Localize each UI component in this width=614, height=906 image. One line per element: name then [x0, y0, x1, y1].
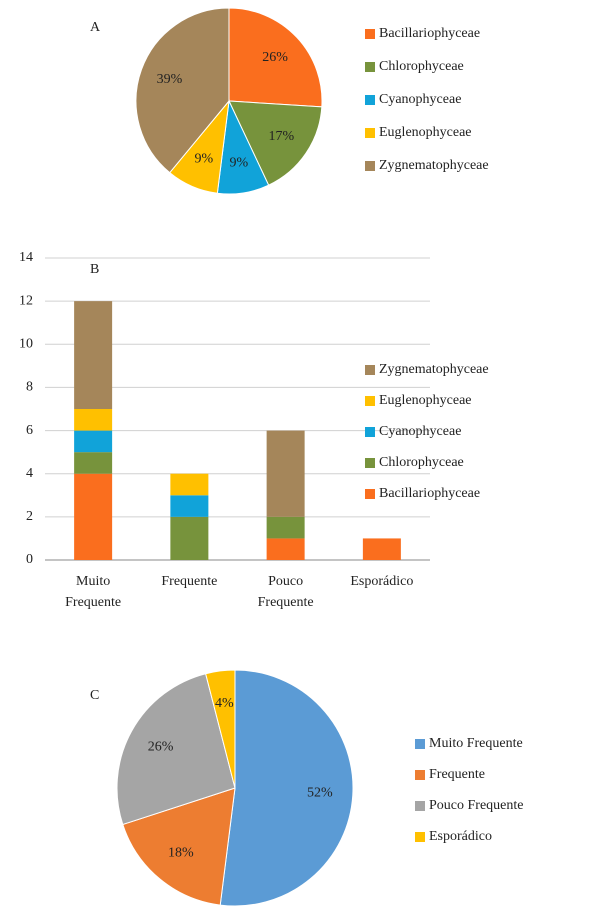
legend-label: Cyanophyceae	[379, 424, 461, 439]
bar-segment	[74, 409, 113, 431]
pie-slice	[135, 7, 230, 174]
bar-segment	[74, 452, 113, 474]
bar-segment	[266, 516, 305, 539]
legend-swatch	[365, 489, 375, 499]
y-tick-label: 2	[26, 509, 33, 524]
bar-segment	[266, 538, 305, 560]
chart-title: C	[90, 688, 99, 703]
pie-slice	[116, 673, 236, 826]
x-tick-label: Esporádico	[350, 574, 413, 589]
legend-label: Zygnematophyceae	[379, 362, 489, 377]
legend-label: Esporádico	[429, 829, 492, 844]
legend-swatch	[365, 427, 375, 437]
data-label: 4%	[215, 696, 234, 711]
legend-label: Cyanophyceae	[379, 92, 461, 107]
legend-swatch	[365, 365, 375, 375]
legend-swatch	[365, 62, 375, 72]
legend-label: Muito Frequente	[429, 736, 523, 751]
legend-label: Euglenophyceae	[379, 393, 472, 408]
pie-slice	[122, 787, 236, 906]
y-tick-label: 0	[26, 552, 33, 567]
chart-title: A	[90, 20, 101, 35]
legend-label: Pouco Frequente	[429, 798, 523, 813]
data-label: 26%	[262, 50, 288, 65]
data-label: 52%	[307, 786, 333, 801]
pie-slice	[228, 100, 323, 186]
data-label: 9%	[195, 151, 214, 166]
bar-segment	[170, 473, 209, 496]
bar-segment	[74, 473, 113, 560]
x-tick-label: Frequente	[161, 574, 217, 589]
legend-swatch	[365, 29, 375, 39]
y-tick-label: 10	[19, 337, 33, 352]
pie-slice	[228, 7, 323, 108]
legend-swatch	[365, 458, 375, 468]
pie-slice	[219, 669, 354, 906]
x-tick-label: Muito Frequente	[65, 574, 121, 610]
legend-swatch	[365, 95, 375, 105]
bar-segment	[362, 538, 401, 560]
data-label: 26%	[148, 739, 174, 754]
y-tick-label: 6	[26, 423, 33, 438]
data-label: 18%	[168, 846, 194, 861]
y-tick-label: 8	[26, 380, 33, 395]
legend-label: Bacillariophyceae	[379, 26, 480, 41]
data-label: 39%	[157, 72, 183, 87]
legend-swatch	[415, 832, 425, 842]
bar-segment	[74, 430, 113, 453]
legend-label: Euglenophyceae	[379, 125, 472, 140]
y-tick-label: 12	[19, 293, 33, 308]
legend-label: Bacillariophyceae	[379, 486, 480, 501]
legend-label: Zygnematophyceae	[379, 158, 489, 173]
data-label: 17%	[268, 129, 294, 144]
pie-slice	[205, 669, 236, 789]
bar-segment	[266, 430, 305, 517]
legend-label: Chlorophyceae	[379, 455, 464, 470]
data-label: 9%	[230, 156, 249, 171]
legend-label: Frequente	[429, 767, 485, 782]
legend-swatch	[365, 396, 375, 406]
legend-swatch	[415, 801, 425, 811]
legend-swatch	[365, 128, 375, 138]
legend-swatch	[415, 739, 425, 749]
y-tick-label: 14	[19, 250, 33, 265]
bar-segment	[170, 516, 209, 560]
bar-segment	[74, 301, 113, 409]
x-tick-label: Pouco Frequente	[258, 574, 314, 610]
chart-title: B	[90, 262, 99, 277]
legend-swatch	[365, 161, 375, 171]
bar-segment	[170, 495, 209, 517]
legend-swatch	[415, 770, 425, 780]
y-tick-label: 4	[26, 466, 33, 481]
legend-label: Chlorophyceae	[379, 59, 464, 74]
